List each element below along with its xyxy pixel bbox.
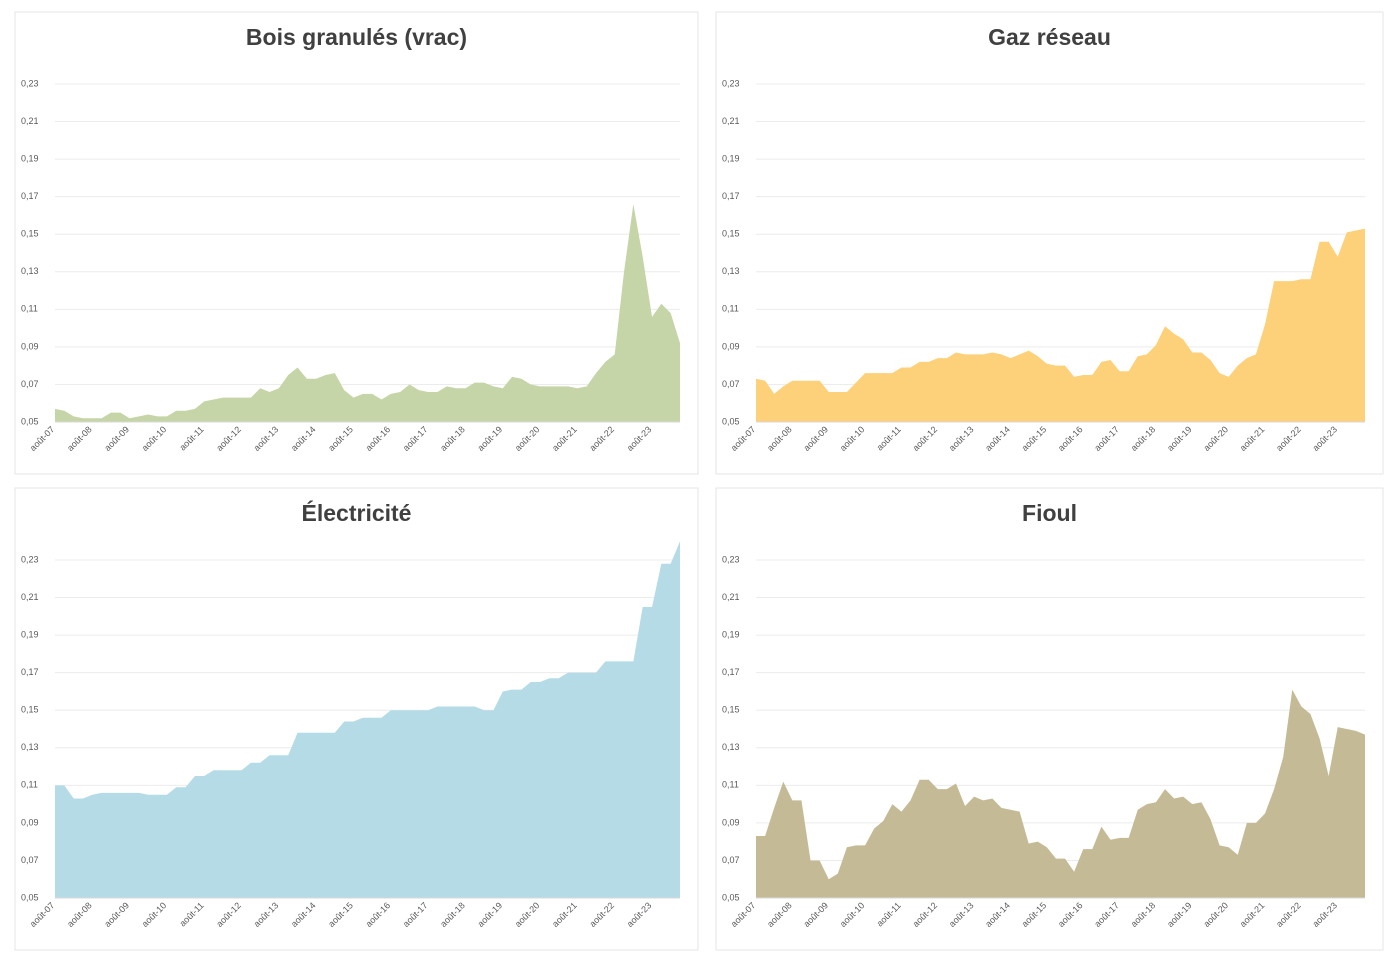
y-tick-label: 0,13 bbox=[21, 742, 39, 752]
y-tick-label: 0,19 bbox=[21, 153, 39, 163]
y-tick-label: 0,05 bbox=[722, 892, 740, 902]
panel: Fioul 0,05 0,07 0,09 0,11 0,13 0,15 0,17 0,19 0,2… bbox=[715, 487, 1384, 951]
y-tick-label: 0,05 bbox=[722, 416, 740, 426]
y-tick-label: 0,11 bbox=[722, 780, 739, 790]
y-tick-label: 0,15 bbox=[21, 229, 39, 239]
y-tick-label: 0,07 bbox=[21, 379, 39, 389]
area bbox=[55, 204, 680, 422]
y-tick-label: 0,19 bbox=[21, 629, 39, 639]
y-tick-label: 0,15 bbox=[722, 229, 740, 239]
y-tick-label: 0,17 bbox=[21, 667, 39, 677]
area bbox=[756, 689, 1365, 898]
y-tick-label: 0,11 bbox=[21, 780, 38, 790]
y-tick-label: 0,21 bbox=[722, 116, 740, 126]
y-tick-label: 0,15 bbox=[722, 705, 740, 715]
y-tick-label: 0,17 bbox=[21, 191, 39, 201]
y-tick-label: 0,23 bbox=[21, 554, 39, 564]
y-tick-label: 0,13 bbox=[722, 266, 740, 276]
y-tick-label: 0,17 bbox=[722, 667, 740, 677]
y-tick-label: 0,09 bbox=[722, 341, 740, 351]
y-tick-label: 0,11 bbox=[21, 304, 38, 314]
y-tick-label: 0,05 bbox=[21, 892, 39, 902]
y-tick-label: 0,21 bbox=[21, 592, 39, 602]
y-tick-label: 0,15 bbox=[21, 705, 39, 715]
y-tick-label: 0,09 bbox=[21, 817, 39, 827]
y-tick-label: 0,21 bbox=[722, 592, 740, 602]
y-tick-label: 0,09 bbox=[21, 341, 39, 351]
chart-title: Bois granulés (vrac) bbox=[246, 24, 467, 50]
y-tick-label: 0,09 bbox=[722, 817, 740, 827]
y-tick-label: 0,13 bbox=[722, 742, 740, 752]
y-tick-label: 0,21 bbox=[21, 116, 39, 126]
y-tick-label: 0,07 bbox=[21, 855, 39, 865]
y-tick-label: 0,23 bbox=[722, 554, 740, 564]
y-tick-label: 0,13 bbox=[21, 266, 39, 276]
y-tick-label: 0,11 bbox=[722, 304, 739, 314]
panel: Gaz réseau 0,05 0,07 0,09 0,11 0,13 0,15 0,17 0,… bbox=[715, 11, 1384, 475]
y-tick-label: 0,05 bbox=[21, 416, 39, 426]
y-tick-label: 0,19 bbox=[722, 153, 740, 163]
chart-title: Électricité bbox=[302, 499, 412, 526]
area bbox=[756, 228, 1365, 422]
y-tick-label: 0,23 bbox=[21, 78, 39, 88]
panel: Électricité 0,05 0,07 0,09 0,11 0,13 0,15 0,17 0… bbox=[14, 487, 699, 951]
chart-title: Fioul bbox=[1022, 500, 1077, 526]
y-tick-label: 0,17 bbox=[722, 191, 740, 201]
y-tick-label: 0,23 bbox=[722, 78, 740, 88]
area bbox=[55, 541, 680, 898]
y-tick-label: 0,07 bbox=[722, 379, 740, 389]
y-tick-label: 0,19 bbox=[722, 629, 740, 639]
panel: Bois granulés (vrac) 0,05 0,07 0,09 0,11 0,13… bbox=[14, 11, 699, 475]
y-tick-label: 0,07 bbox=[722, 855, 740, 865]
chart-title: Gaz réseau bbox=[988, 24, 1111, 50]
